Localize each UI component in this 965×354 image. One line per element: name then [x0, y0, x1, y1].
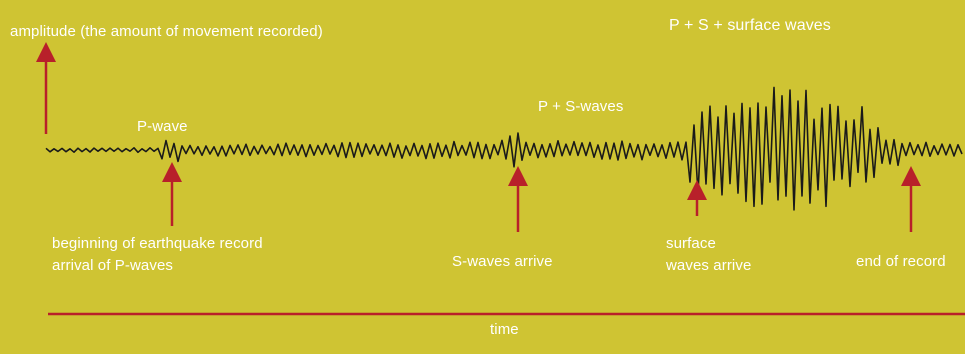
surface-label-line2: waves arrive: [666, 257, 752, 274]
time-label: time: [490, 321, 519, 338]
beginning-label-line2: arrival of P-waves: [52, 257, 174, 274]
s-waves-arrive-label: S-waves arrive: [452, 253, 553, 270]
surface-label-line1: surface: [666, 235, 716, 252]
end-of-record-label: end of record: [856, 253, 946, 270]
beginning-label-line1: beginning of earthquake record: [52, 235, 263, 252]
seismogram-trace: [45, 86, 963, 211]
diagram-title: P + S + surface waves: [669, 17, 831, 34]
p-wave-label: P-wave: [137, 118, 188, 135]
amplitude-label: amplitude (the amount of movement record…: [10, 23, 323, 40]
p-s-waves-label: P + S-waves: [538, 98, 624, 115]
